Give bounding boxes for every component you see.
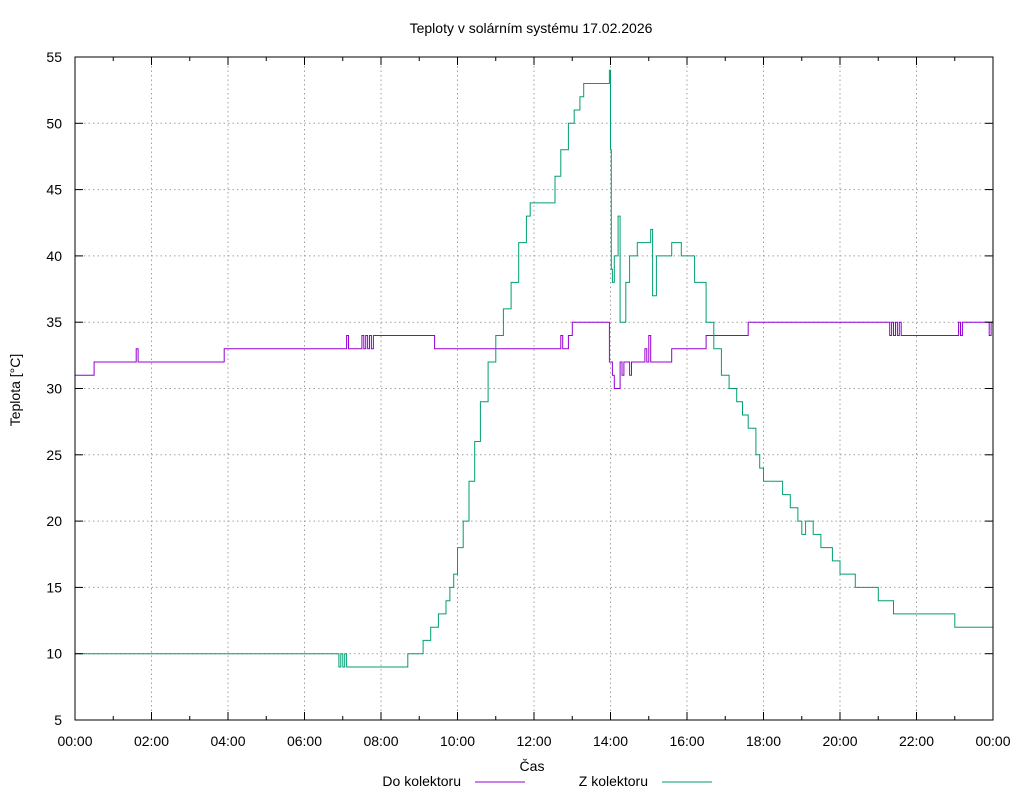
series-group [75,69,994,668]
y-tick-label: 45 [46,182,62,198]
y-tick-label: 15 [46,579,62,595]
y-tick-label: 40 [46,248,62,264]
x-tick-label: 14:00 [593,733,628,749]
legend-label-do-kolektoru: Do kolektoru [382,773,461,789]
x-tick-label: 06:00 [287,733,322,749]
x-tick-label: 20:00 [822,733,857,749]
x-tick-label: 00:00 [975,733,1010,749]
series-line-do-kolektoru [75,321,994,389]
chart-title: Teploty v solárním systému 17.02.2026 [410,20,653,36]
axis-ticks: 5 10 15 20 25 30 35 40 45 50 55 00:00 02:00 04:00 06:0… [46,49,1010,749]
x-tick-label: 18:00 [746,733,781,749]
y-tick-label: 5 [54,712,62,728]
x-tick-label: 04:00 [210,733,245,749]
y-tick-label: 10 [46,646,62,662]
x-tick-label: 00:00 [57,733,92,749]
y-tick-label: 55 [46,49,62,65]
grid-lines [75,57,993,720]
series-line-z-kolektoru [75,69,993,668]
x-axis-title: Čas [520,758,545,774]
x-tick-label: 22:00 [899,733,934,749]
y-tick-label: 25 [46,447,62,463]
y-tick-label: 50 [46,115,62,131]
x-tick-label: 12:00 [516,733,551,749]
legend: Do kolektoru Z kolektoru [382,773,712,789]
y-axis-title: Teplota [°C] [7,354,23,427]
y-tick-label: 30 [46,381,62,397]
y-tick-label: 20 [46,513,62,529]
x-tick-label: 16:00 [669,733,704,749]
x-tick-label: 08:00 [363,733,398,749]
legend-label-z-kolektoru: Z kolektoru [579,773,648,789]
x-tick-label: 02:00 [134,733,169,749]
x-tick-label: 10:00 [440,733,475,749]
y-tick-label: 35 [46,314,62,330]
